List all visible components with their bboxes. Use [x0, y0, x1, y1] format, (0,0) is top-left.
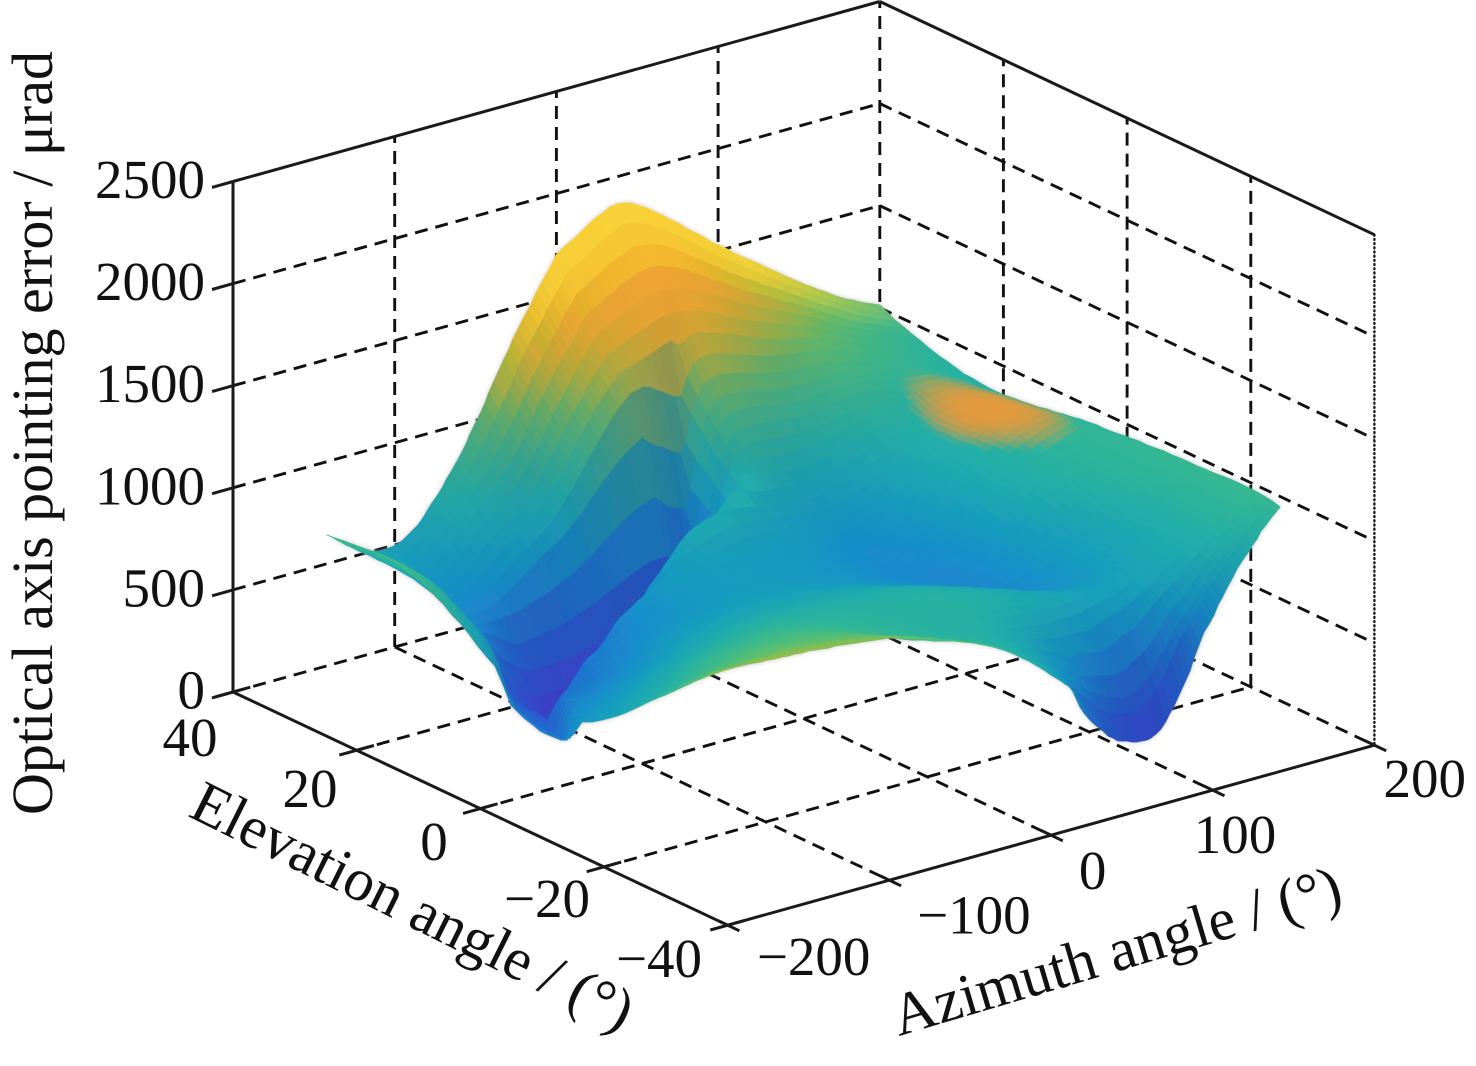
svg-text:40: 40 — [163, 707, 218, 768]
svg-text:2000: 2000 — [95, 251, 205, 312]
svg-text:1000: 1000 — [95, 455, 205, 516]
svg-text:200: 200 — [1384, 748, 1467, 809]
svg-text:2500: 2500 — [95, 149, 205, 210]
svg-text:−20: −20 — [504, 868, 590, 929]
svg-text:100: 100 — [1194, 804, 1277, 865]
svg-text:0: 0 — [420, 811, 448, 872]
svg-text:0: 0 — [178, 660, 206, 721]
svg-text:0: 0 — [1079, 840, 1107, 901]
svg-text:500: 500 — [123, 557, 206, 618]
svg-text:−200: −200 — [757, 926, 871, 987]
svg-text:20: 20 — [283, 758, 338, 819]
svg-text:−100: −100 — [917, 885, 1031, 946]
svg-text:1500: 1500 — [95, 353, 205, 414]
svg-text:Optical axis pointing error /: Optical axis pointing error / μrad — [0, 51, 65, 815]
svg-text:−40: −40 — [616, 928, 702, 989]
